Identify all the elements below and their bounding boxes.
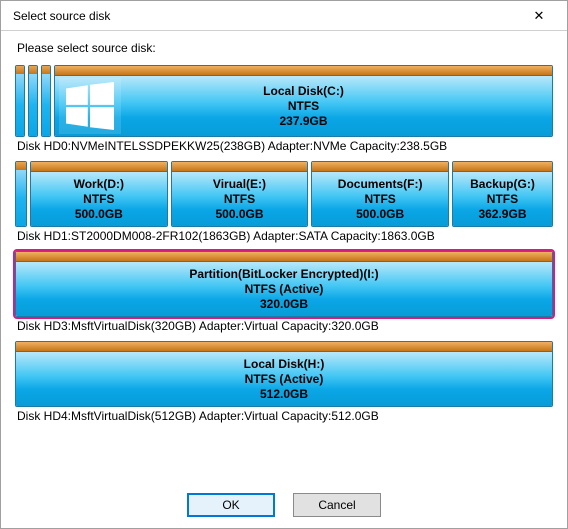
- partition[interactable]: Backup(G:) NTFS 362.9GB: [452, 161, 553, 227]
- disk-row[interactable]: Partition(BitLocker Encrypted)(I:) NTFS …: [15, 251, 553, 317]
- partition-label: Partition(BitLocker Encrypted)(I:) NTFS …: [189, 267, 378, 312]
- disk-info-label: Disk HD4:MsftVirtualDisk(512GB) Adapter:…: [17, 409, 553, 423]
- disk-info-label: Disk HD0:NVMeINTELSSDPEKKW25(238GB) Adap…: [17, 139, 553, 153]
- ok-button[interactable]: OK: [187, 493, 275, 517]
- windows-logo-icon: [59, 78, 121, 134]
- disks-list: Local Disk(C:) NTFS 237.9GB Disk HD0:NVMe…: [15, 65, 553, 423]
- partition-label: Local Disk(C:) NTFS 237.9GB: [263, 84, 344, 129]
- partition-label: Local Disk(H:) NTFS (Active) 512.0GB: [244, 357, 325, 402]
- content-area: Please select source disk: Local Disk(C:…: [1, 31, 567, 482]
- partition-label: Virual(E:) NTFS 500.0GB: [213, 177, 266, 222]
- cancel-button[interactable]: Cancel: [293, 493, 381, 517]
- disk-row[interactable]: Local Disk(C:) NTFS 237.9GB: [15, 65, 553, 137]
- close-icon[interactable]: ✕: [519, 2, 559, 30]
- disk-row[interactable]: Work(D:) NTFS 500.0GB Virual(E:) NTFS 500…: [15, 161, 553, 227]
- disk-row[interactable]: Local Disk(H:) NTFS (Active) 512.0GB: [15, 341, 553, 407]
- titlebar: Select source disk ✕: [1, 1, 567, 31]
- window-title: Select source disk: [9, 9, 110, 23]
- partition[interactable]: Virual(E:) NTFS 500.0GB: [171, 161, 309, 227]
- partition-label: Work(D:) NTFS 500.0GB: [74, 177, 124, 222]
- partition-label: Documents(F:) NTFS 500.0GB: [338, 177, 423, 222]
- reserved-partition[interactable]: [15, 161, 27, 227]
- reserved-partition[interactable]: [41, 65, 51, 137]
- partition[interactable]: Documents(F:) NTFS 500.0GB: [311, 161, 449, 227]
- partition[interactable]: Local Disk(H:) NTFS (Active) 512.0GB: [15, 341, 553, 407]
- partition-label: Backup(G:) NTFS 362.9GB: [470, 177, 535, 222]
- partition[interactable]: Partition(BitLocker Encrypted)(I:) NTFS …: [15, 251, 553, 317]
- button-bar: OK Cancel: [1, 482, 567, 528]
- disk-info-label: Disk HD3:MsftVirtualDisk(320GB) Adapter:…: [17, 319, 553, 333]
- reserved-partition[interactable]: [28, 65, 38, 137]
- prompt-text: Please select source disk:: [17, 41, 553, 55]
- partition[interactable]: Local Disk(C:) NTFS 237.9GB: [54, 65, 553, 137]
- partition[interactable]: Work(D:) NTFS 500.0GB: [30, 161, 168, 227]
- reserved-partition[interactable]: [15, 65, 25, 137]
- dialog-window: Select source disk ✕ Please select sourc…: [0, 0, 568, 529]
- disk-info-label: Disk HD1:ST2000DM008-2FR102(1863GB) Adap…: [17, 229, 553, 243]
